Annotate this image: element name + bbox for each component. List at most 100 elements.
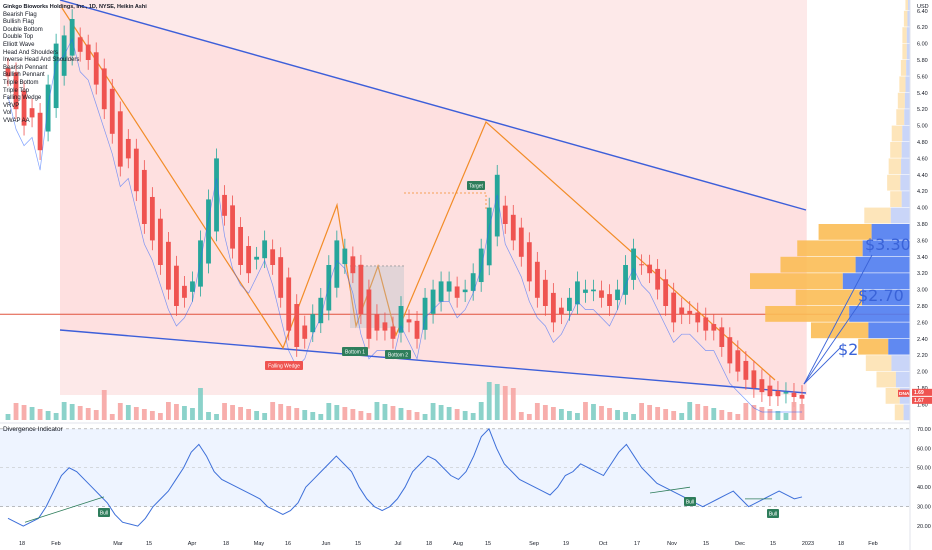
volume-bar [182, 406, 187, 420]
candle-body [454, 286, 460, 298]
vrvp-up-bar [780, 256, 856, 273]
candle-body [366, 289, 372, 339]
volume-bar [775, 411, 781, 420]
candle-body [101, 68, 107, 110]
candle-body [687, 310, 693, 315]
legend-item[interactable]: Falling Wedge [3, 95, 42, 102]
volume-bar [462, 411, 468, 420]
y-tick-label: 2.20 [917, 353, 928, 359]
volume-bar [550, 407, 556, 420]
candle-body [550, 292, 556, 323]
legend-item[interactable]: Double Bottom [3, 26, 43, 33]
volume-bar [502, 386, 508, 420]
legend-item[interactable]: Triple Bottom [3, 79, 39, 86]
vrvp-down-bar [906, 60, 910, 76]
volume-bar [5, 414, 11, 420]
vrvp-down-bar [903, 404, 910, 421]
volume-bar [246, 409, 252, 420]
y-tick-label: 5.20 [917, 107, 928, 113]
candle-body [743, 360, 749, 380]
legend-item[interactable]: Elliott Wave [3, 41, 35, 48]
vrvp-up-bar [810, 322, 869, 339]
legend-item[interactable]: Bearish Flag [3, 11, 37, 18]
legend-item[interactable]: Head And Shoulders [3, 49, 59, 56]
volume-bar [262, 413, 268, 420]
x-tick-label: Jul [394, 541, 401, 547]
volume-bar [438, 405, 444, 420]
falling-wedge-label-box [265, 361, 303, 370]
bull-label-1: Bull [100, 510, 108, 516]
legend-item[interactable]: VRVP [3, 102, 20, 109]
volume-bar [109, 414, 115, 420]
candle-body [390, 326, 396, 339]
legend-item[interactable]: Inverse Head And Shoulders [3, 57, 80, 64]
volume-bar [238, 407, 243, 420]
legend-item[interactable]: Triple Top [3, 87, 30, 94]
divergence-line-2 [649, 486, 691, 494]
volume-bar [542, 405, 548, 420]
bottom1-label: Bottom 1 [345, 349, 365, 355]
volume-bar [45, 411, 51, 420]
candle-body [671, 292, 677, 323]
legend-item[interactable]: VWAP AA [3, 117, 30, 124]
volume-bar [13, 403, 19, 420]
legend-item[interactable]: Vol [3, 110, 12, 117]
y-tick-label: 2.00 [917, 370, 928, 376]
volume-bar [599, 406, 604, 420]
volume-bar [294, 408, 300, 420]
candle-body [125, 138, 131, 159]
candle-body [599, 290, 604, 298]
candle-body [318, 297, 324, 324]
x-tick-label: Mar [113, 541, 123, 547]
legend-item[interactable]: Bullish Pennant [3, 72, 45, 79]
vrvp-down-bar [890, 207, 910, 224]
legend-item[interactable]: Double Top [3, 34, 34, 41]
legend-item[interactable]: Bullish Flag [3, 19, 35, 26]
symbol-label: DNA [899, 391, 910, 397]
y-tick-label: 3.20 [917, 271, 928, 277]
volume-bar [149, 411, 155, 420]
candle-body [286, 277, 292, 331]
symbol-tag [898, 389, 910, 397]
candle-body [575, 281, 580, 305]
candle-body [655, 268, 661, 290]
volume-bar [278, 404, 284, 420]
vrvp-up-bar [902, 43, 907, 60]
volume-bar [735, 414, 741, 420]
volume-bar [302, 410, 308, 420]
x-tick-label: 17 [634, 541, 640, 547]
candle-body [462, 289, 468, 293]
candle-body [406, 319, 412, 323]
vrvp-down-bar [908, 0, 910, 11]
volume-bar [615, 410, 620, 420]
volume-bar [141, 409, 147, 420]
volume-bar [125, 405, 131, 420]
candle-body [93, 52, 99, 85]
candle-body [334, 240, 340, 288]
volume-bar [230, 405, 235, 420]
vrvp-down-bar [862, 240, 910, 257]
x-tick-label: Apr [188, 541, 197, 547]
falling-wedge-label: Falling Wedge [268, 363, 300, 369]
candle-body [69, 19, 75, 56]
y-tick-label: 2.60 [917, 320, 928, 326]
vrvp-down-bar [901, 142, 910, 158]
volume-bar [206, 412, 211, 420]
y-tick-label: 5.80 [917, 58, 928, 64]
legend-item[interactable]: Bearish Pennant [3, 64, 48, 71]
y-tick-label: 5.60 [917, 74, 928, 80]
vrvp-up-bar [876, 371, 896, 388]
volume-bar [470, 413, 476, 420]
y-tick-label: 3.60 [917, 238, 928, 244]
vrvp-up-bar [765, 306, 850, 322]
vrvp-up-bar [890, 142, 902, 158]
vrvp-down-bar [904, 92, 910, 109]
candle-body [751, 370, 757, 388]
vrvp-down-bar [849, 306, 910, 322]
x-tick-label: Nov [667, 541, 677, 547]
chart-title: Ginkgo Bioworks Holdings, Inc., 1D, NYSE… [3, 4, 147, 10]
osc-y-tick-label: 20.00 [917, 524, 931, 530]
x-tick-label: Dec [735, 541, 745, 547]
candle-body [470, 273, 476, 291]
candle-body [478, 248, 484, 283]
